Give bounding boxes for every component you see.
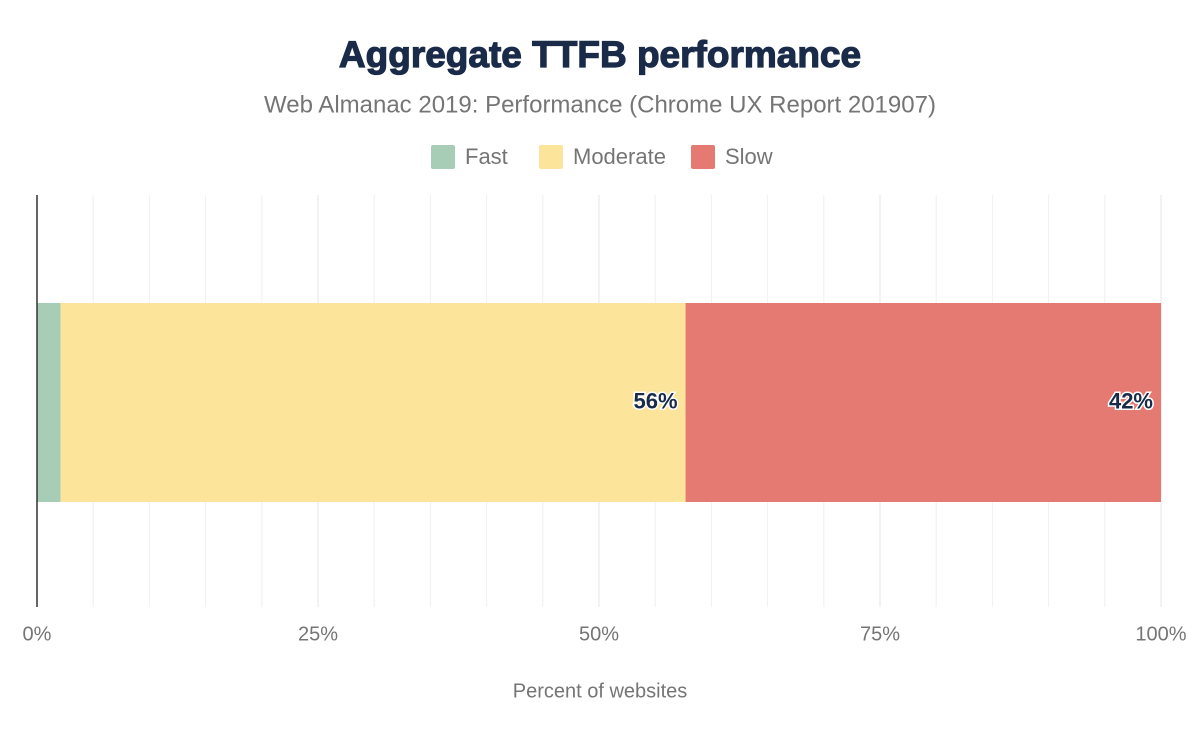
legend-swatch	[539, 145, 563, 169]
x-tick-label: 50%	[579, 623, 619, 645]
legend-label: Slow	[725, 144, 773, 169]
legend-swatch	[431, 145, 455, 169]
legend-label: Fast	[465, 144, 508, 169]
bar-segment	[37, 303, 61, 502]
data-label: 42%	[1109, 388, 1153, 413]
x-tick-label: 25%	[298, 623, 338, 645]
legend-swatch	[691, 145, 715, 169]
x-tick-label: 75%	[860, 623, 900, 645]
x-tick-label: 100%	[1135, 623, 1186, 645]
legend-label: Moderate	[573, 144, 666, 169]
x-tick-label: 0%	[23, 623, 52, 645]
chart-title: Aggregate TTFB performance	[339, 34, 861, 75]
chart-subtitle: Web Almanac 2019: Performance (Chrome UX…	[264, 91, 936, 118]
data-label: 56%	[634, 388, 678, 413]
bar-segment	[685, 303, 1161, 502]
bar-segment	[60, 303, 686, 502]
x-axis-label: Percent of websites	[513, 680, 688, 702]
